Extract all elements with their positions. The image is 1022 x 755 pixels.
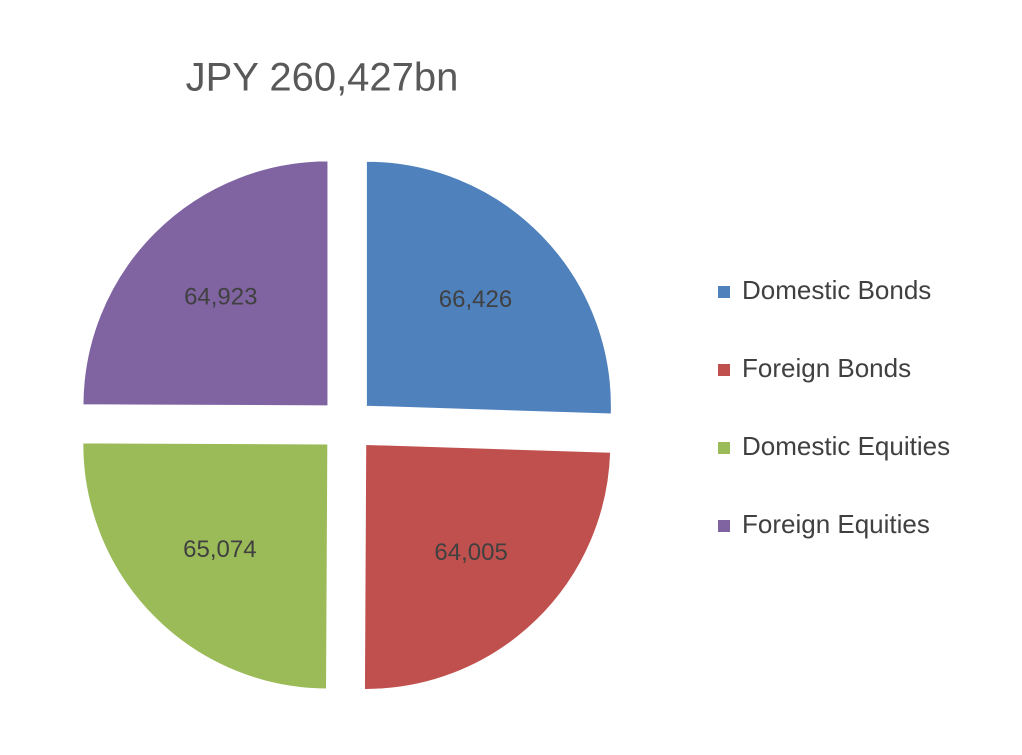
data-label: 64,923 (184, 284, 257, 311)
legend-swatch (718, 286, 730, 298)
pie-slice (363, 443, 612, 690)
legend-label: Domestic Equities (742, 431, 950, 461)
pie-slice (82, 160, 329, 407)
legend-swatch (718, 364, 730, 376)
legend-label: Domestic Bonds (742, 275, 931, 305)
pie-slice (82, 442, 329, 690)
chart-title: JPY 260,427bn (186, 56, 459, 100)
data-label: 64,005 (434, 539, 507, 566)
legend-swatch (718, 520, 730, 532)
legend-label: Foreign Bonds (742, 353, 911, 383)
legend-swatch (718, 442, 730, 454)
data-label: 65,074 (183, 536, 256, 563)
legend-label: Foreign Equities (742, 509, 930, 539)
pie-slice (365, 160, 612, 415)
data-label: 66,426 (439, 286, 512, 313)
